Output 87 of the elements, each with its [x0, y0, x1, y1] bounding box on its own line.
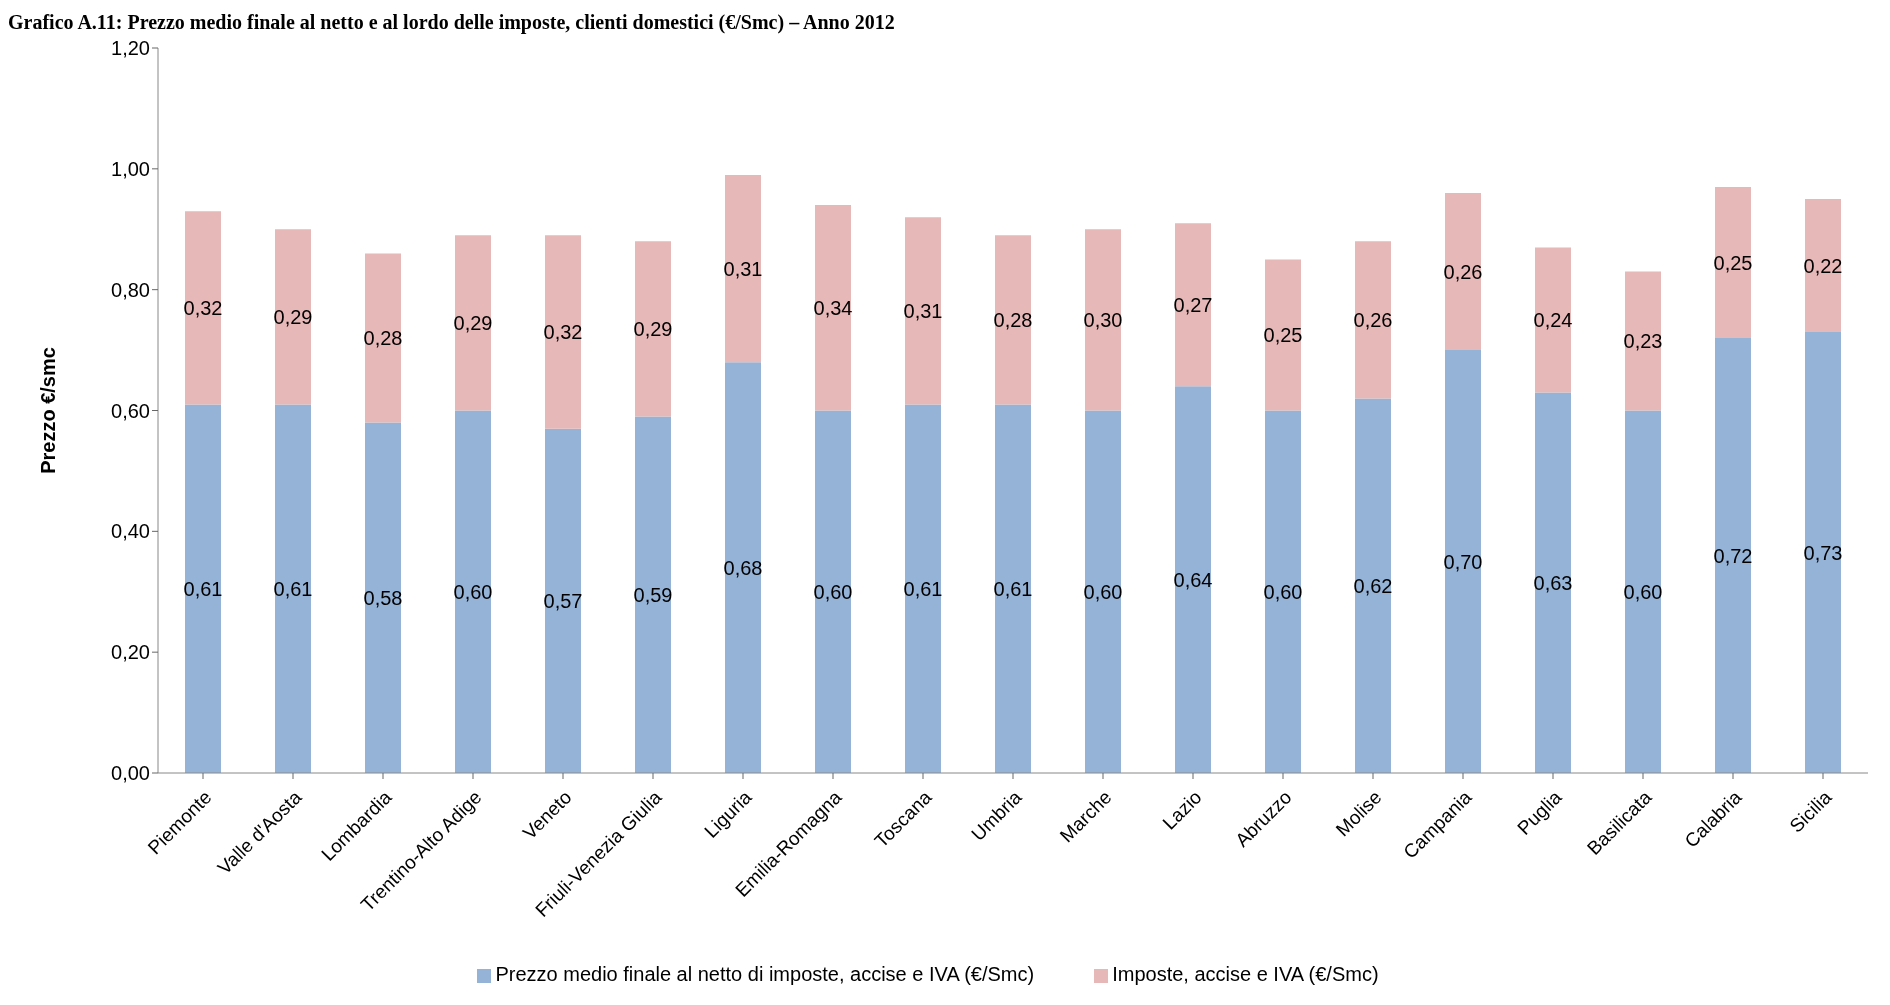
- data-label: 0,62: [1353, 574, 1393, 597]
- bar: [1445, 193, 1481, 351]
- chart-title: Grafico A.11: Prezzo medio finale al netto e al lordo delle imposte, clienti domestici (€/Smc) – Anno 2012: [8, 10, 896, 36]
- data-label: 0,29: [633, 318, 673, 341]
- bar: [545, 235, 581, 429]
- bar: [1535, 247, 1571, 393]
- data-label: 0,32: [543, 321, 583, 344]
- data-label: 0,28: [363, 327, 403, 350]
- bar: [1265, 410, 1301, 773]
- y-axis-title: Prezzo €/smc: [37, 347, 60, 474]
- bar: [365, 422, 401, 773]
- bar: [365, 253, 401, 423]
- data-label: 0,26: [1443, 260, 1483, 283]
- bar: [1715, 338, 1751, 773]
- y-tick-label: 1,20: [111, 37, 150, 60]
- data-label: 0,60: [813, 580, 853, 603]
- bar: [1625, 271, 1661, 411]
- bar: [275, 229, 311, 405]
- data-label: 0,28: [993, 308, 1033, 331]
- data-label: 0,61: [903, 577, 943, 600]
- y-tick-label: 1,00: [111, 157, 150, 180]
- bar: [1175, 223, 1211, 387]
- data-label: 0,70: [1443, 550, 1483, 573]
- bar: [1085, 410, 1121, 773]
- bar: [1355, 398, 1391, 773]
- data-label: 0,60: [453, 580, 493, 603]
- legend-label: Imposte, accise e IVA (€/Smc): [1112, 963, 1379, 985]
- bar: [275, 404, 311, 773]
- data-label: 0,59: [633, 583, 673, 606]
- data-label: 0,34: [813, 296, 853, 319]
- y-tick-label: 0,00: [111, 762, 150, 785]
- bar: [185, 211, 221, 405]
- data-label: 0,63: [1533, 571, 1573, 594]
- data-label: 0,58: [363, 586, 403, 609]
- data-label: 0,60: [1083, 580, 1123, 603]
- data-label: 0,64: [1173, 568, 1213, 591]
- data-label: 0,60: [1623, 580, 1663, 603]
- data-label: 0,22: [1803, 254, 1843, 277]
- bar: [1535, 392, 1571, 773]
- bar: [1625, 410, 1661, 773]
- data-label: 0,27: [1173, 293, 1213, 316]
- data-label: 0,23: [1623, 330, 1663, 353]
- data-label: 0,32: [183, 296, 223, 319]
- bar: [995, 235, 1031, 405]
- bar: [1805, 331, 1841, 773]
- bar: [725, 362, 761, 773]
- data-label: 0,57: [543, 589, 583, 612]
- bar: [1175, 386, 1211, 773]
- y-tick-label: 0,60: [111, 399, 150, 422]
- y-tick-label: 0,20: [111, 641, 150, 664]
- data-label: 0,60: [1263, 580, 1303, 603]
- bar: [455, 410, 491, 773]
- bar: [905, 217, 941, 405]
- bar: [1445, 350, 1481, 773]
- bar: [1085, 229, 1121, 411]
- y-tick-label: 0,40: [111, 520, 150, 543]
- bar: [635, 241, 671, 417]
- data-label: 0,26: [1353, 308, 1393, 331]
- data-label: 0,72: [1713, 544, 1753, 567]
- bar: [725, 174, 761, 363]
- data-label: 0,24: [1533, 308, 1573, 331]
- bar: [815, 205, 851, 411]
- bar: [635, 416, 671, 773]
- bar: [455, 235, 491, 411]
- data-label: 0,61: [273, 577, 313, 600]
- bar: [1805, 199, 1841, 332]
- bar: [545, 428, 581, 773]
- data-label: 0,29: [453, 312, 493, 334]
- bar: [995, 404, 1031, 773]
- bar: [1715, 186, 1751, 338]
- legend-label: Prezzo medio finale al netto di imposte, accise e IVA (€/Smc): [495, 963, 1035, 985]
- data-label: 0,25: [1713, 251, 1753, 274]
- bar: [905, 404, 941, 773]
- bar: [185, 404, 221, 773]
- bar: [815, 410, 851, 773]
- data-label: 0,31: [723, 257, 763, 280]
- bar: [1265, 259, 1301, 411]
- data-label: 0,73: [1803, 541, 1843, 564]
- data-label: 0,61: [183, 577, 223, 600]
- data-label: 0,30: [1083, 308, 1123, 331]
- data-label: 0,29: [273, 305, 313, 328]
- data-label: 0,31: [903, 299, 943, 322]
- data-label: 0,68: [723, 556, 763, 579]
- bar: [1355, 241, 1391, 399]
- y-tick-label: 0,80: [111, 278, 150, 301]
- data-label: 0,25: [1263, 324, 1303, 347]
- data-label: 0,61: [993, 577, 1033, 600]
